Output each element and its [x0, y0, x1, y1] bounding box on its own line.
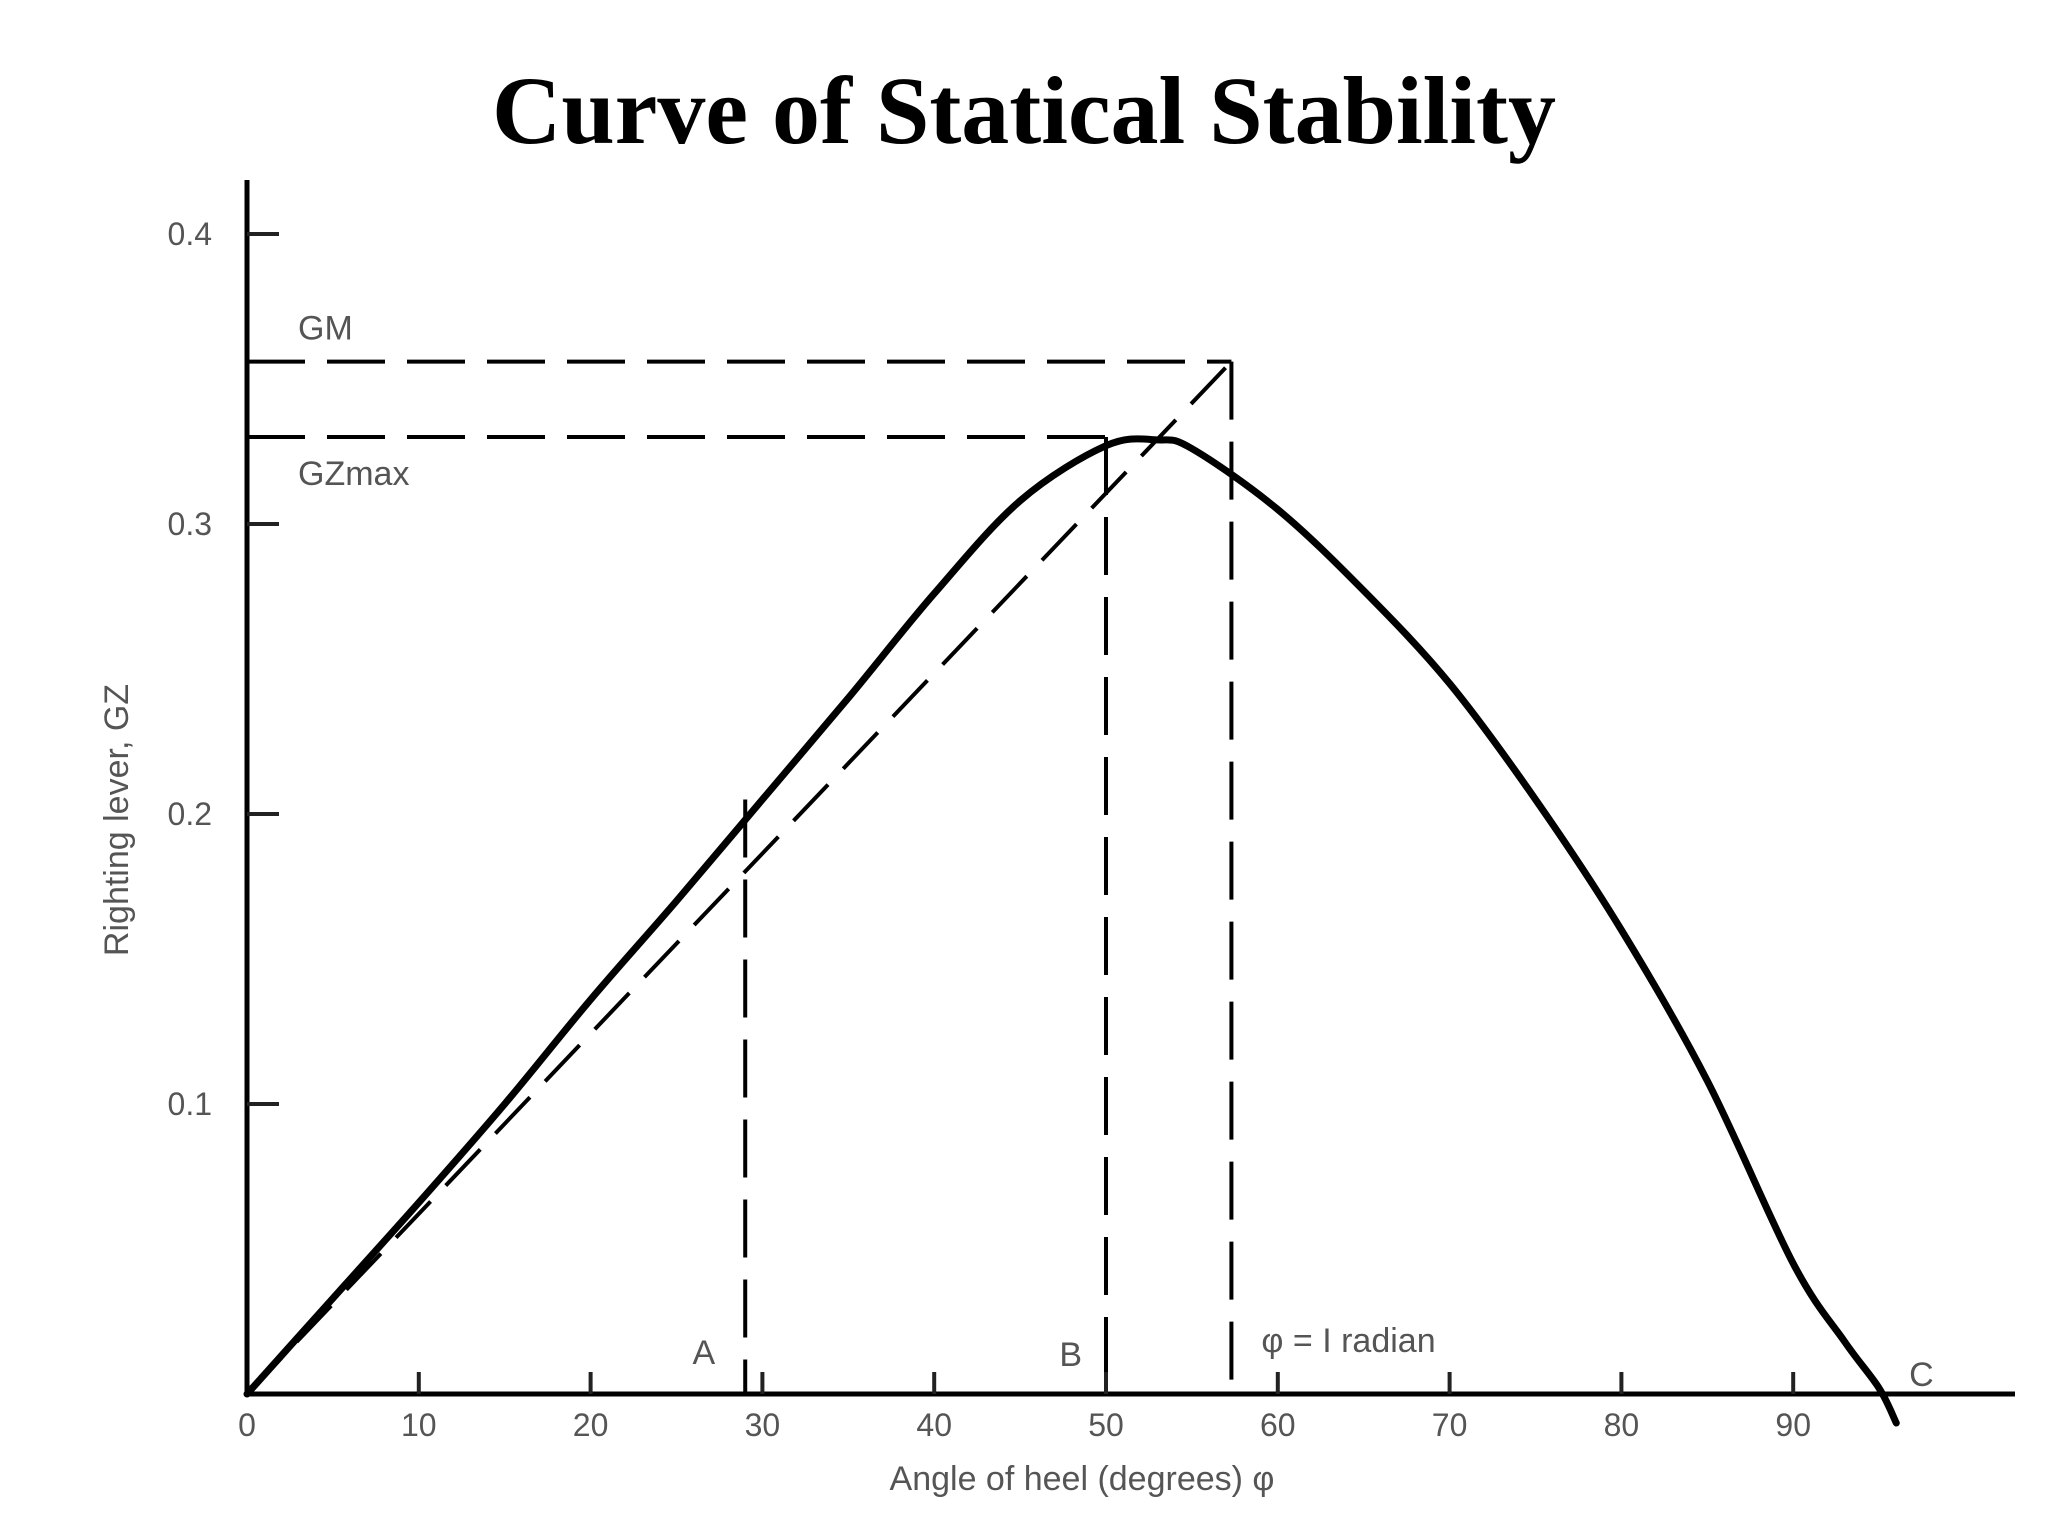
x-tick-label: 10 — [401, 1407, 437, 1443]
ref-line-label: A — [693, 1334, 716, 1372]
y-tick-label: 0.2 — [168, 796, 212, 832]
gz-curve — [243, 435, 1900, 1427]
x-axis-label: Angle of heel (degrees) φ — [890, 1460, 1275, 1498]
y-axis-label: Righting lever, GZ — [98, 684, 136, 956]
x-tick-label: 50 — [1088, 1407, 1124, 1443]
ref-line-label: GM — [298, 310, 353, 348]
reference-lines — [247, 359, 1234, 1394]
x-tick-label: 70 — [1432, 1407, 1468, 1443]
labels: 0 10 20 30 40 50 60 70 80 90 0.1 0.2 0.3 0.4 Angle of … — [98, 216, 1934, 1498]
y-tick-label: 0.1 — [168, 1086, 212, 1122]
ref-line-label: B — [1059, 1336, 1082, 1374]
x-tick-label: 30 — [745, 1407, 781, 1443]
ref-line-label: GZmax — [298, 455, 409, 493]
x-tick-label: 0 — [238, 1407, 256, 1443]
x-tick-label: 80 — [1604, 1407, 1640, 1443]
x-tick-label: 20 — [573, 1407, 609, 1443]
x-tick-label: 90 — [1775, 1407, 1811, 1443]
chart-title: Curve of Statical Stability — [492, 57, 1556, 164]
gm-tangent-line — [245, 360, 1233, 1396]
x-tick-label: 40 — [916, 1407, 952, 1443]
y-tick-label: 0.3 — [168, 506, 212, 542]
series — [243, 360, 1900, 1427]
x-tick-label: 60 — [1260, 1407, 1296, 1443]
axes — [244, 180, 2015, 1397]
y-tick-label: 0.4 — [168, 216, 212, 252]
point-label: C — [1909, 1356, 1934, 1394]
ref-line-label: φ = I radian — [1261, 1322, 1435, 1360]
